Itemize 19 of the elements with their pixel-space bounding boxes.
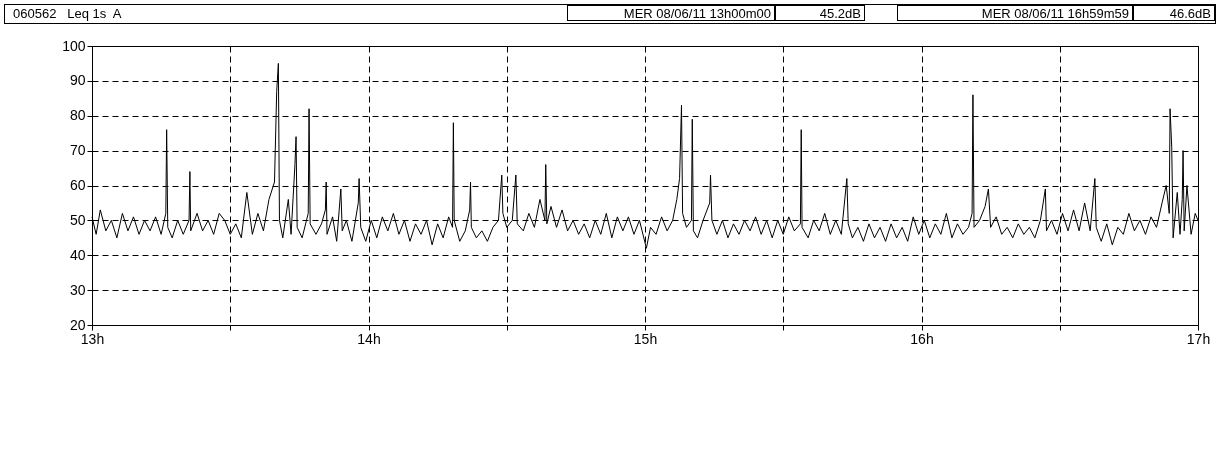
x-tick-label: 14h	[357, 330, 381, 347]
y-tick-label: 20	[69, 316, 86, 333]
y-tick-label: 40	[69, 246, 86, 263]
chart-title: 060562 Leq 1s A	[13, 5, 122, 23]
y-tick-label: 70	[69, 142, 86, 159]
x-tick-label: 15h	[633, 330, 658, 347]
y-tick-label: 30	[69, 281, 86, 298]
y-tick-label: 60	[69, 177, 86, 193]
y-tick-label: 50	[69, 211, 86, 228]
text: 45.2dB	[775, 5, 865, 21]
text: 46.6dB	[1133, 5, 1215, 21]
y-tick-label: 90	[69, 72, 86, 89]
y-tick-label: 100	[62, 37, 86, 54]
x-tick-label: 17h	[1186, 330, 1211, 347]
x-tick-label: 16h	[910, 330, 934, 347]
text: MER 08/06/11 16h59m59	[897, 5, 1133, 21]
text: MER 08/06/11 13h00m00	[567, 5, 775, 21]
y-tick-label: 80	[69, 107, 86, 124]
x-tick-label: 13h	[80, 330, 105, 347]
